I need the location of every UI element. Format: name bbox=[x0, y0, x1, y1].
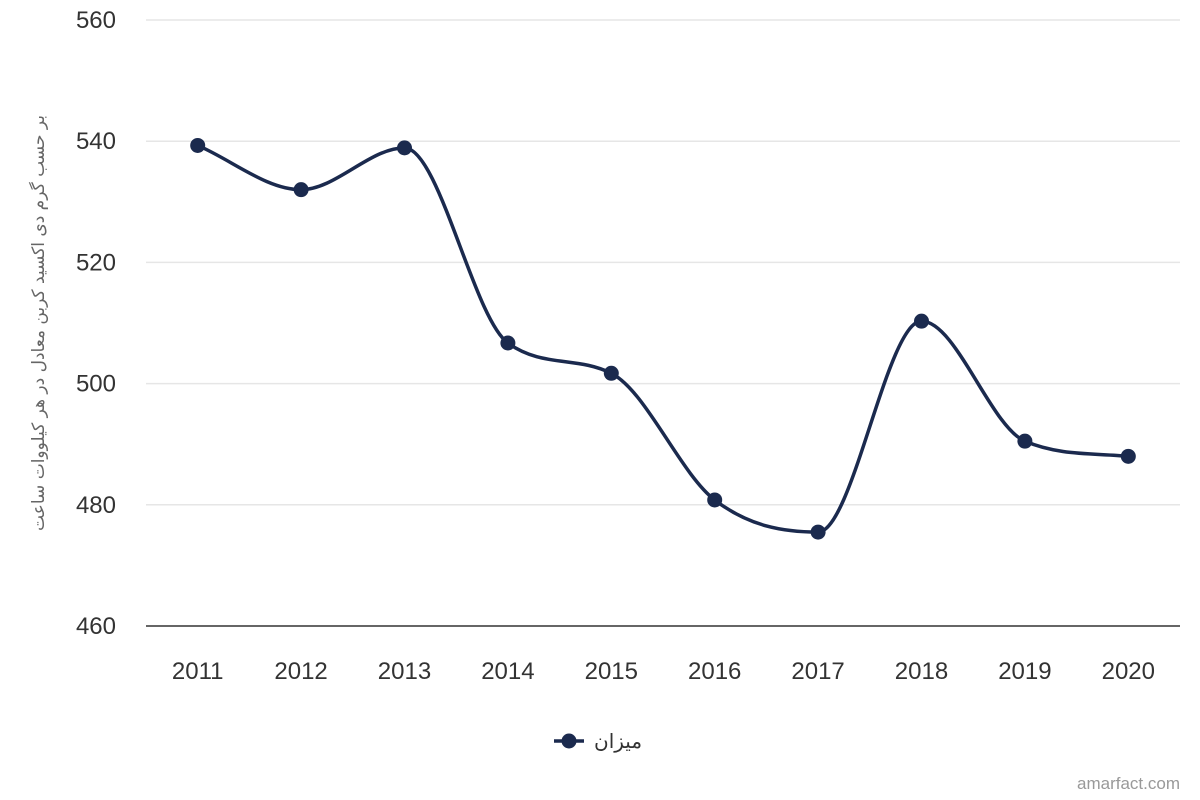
y-tick-label-540: 540 bbox=[76, 128, 116, 155]
data-point-2018[interactable] bbox=[914, 313, 929, 329]
x-tick-label-2017: 2017 bbox=[791, 658, 844, 685]
x-tick-label-2015: 2015 bbox=[585, 658, 638, 685]
legend-marker-symbol bbox=[561, 733, 577, 749]
y-tick-label-500: 500 bbox=[76, 371, 116, 398]
x-tick-label-2016: 2016 bbox=[688, 658, 741, 685]
data-point-2017[interactable] bbox=[810, 524, 826, 540]
x-tick-label-2011: 2011 bbox=[172, 658, 224, 685]
x-tick-label-2020: 2020 bbox=[1102, 658, 1155, 685]
y-axis-title: بر حسب گرم دی اکسید کربن معادل در هر کیل… bbox=[28, 115, 49, 531]
data-point-2016[interactable] bbox=[707, 492, 723, 508]
data-point-2013[interactable] bbox=[397, 140, 412, 156]
x-tick-label-2013: 2013 bbox=[378, 658, 431, 685]
legend-label: میزان bbox=[594, 729, 642, 753]
series-layer bbox=[190, 137, 1136, 540]
grid-lines bbox=[146, 19, 1180, 506]
x-tick-label-2014: 2014 bbox=[481, 658, 534, 685]
y-tick-label-520: 520 bbox=[76, 249, 116, 276]
y-tick-label-460: 460 bbox=[76, 613, 116, 640]
data-point-2011[interactable] bbox=[190, 137, 206, 153]
x-tick-label-2018: 2018 bbox=[895, 658, 948, 685]
credit-text[interactable]: amarfact.com bbox=[1077, 774, 1180, 793]
y-tick-label-560: 560 bbox=[76, 7, 116, 34]
data-point-2019[interactable] bbox=[1017, 433, 1033, 449]
x-tick-label-2019: 2019 bbox=[998, 658, 1051, 685]
data-point-2020[interactable] bbox=[1120, 448, 1136, 464]
legend[interactable]: میزان bbox=[554, 729, 642, 753]
data-point-2015[interactable] bbox=[603, 365, 619, 381]
series-line-0 bbox=[195, 143, 1131, 534]
data-point-2012[interactable] bbox=[293, 182, 309, 198]
x-axis-ticks: 2011 2012 2013 2014 2015 2016 2017 2018 2019 2020 bbox=[172, 658, 1155, 685]
data-point-2014[interactable] bbox=[500, 335, 516, 351]
x-tick-label-2012: 2012 bbox=[274, 658, 327, 685]
y-axis-ticks: 460 480 500 520 540 560 bbox=[76, 7, 116, 640]
y-tick-label-480: 480 bbox=[76, 492, 116, 519]
